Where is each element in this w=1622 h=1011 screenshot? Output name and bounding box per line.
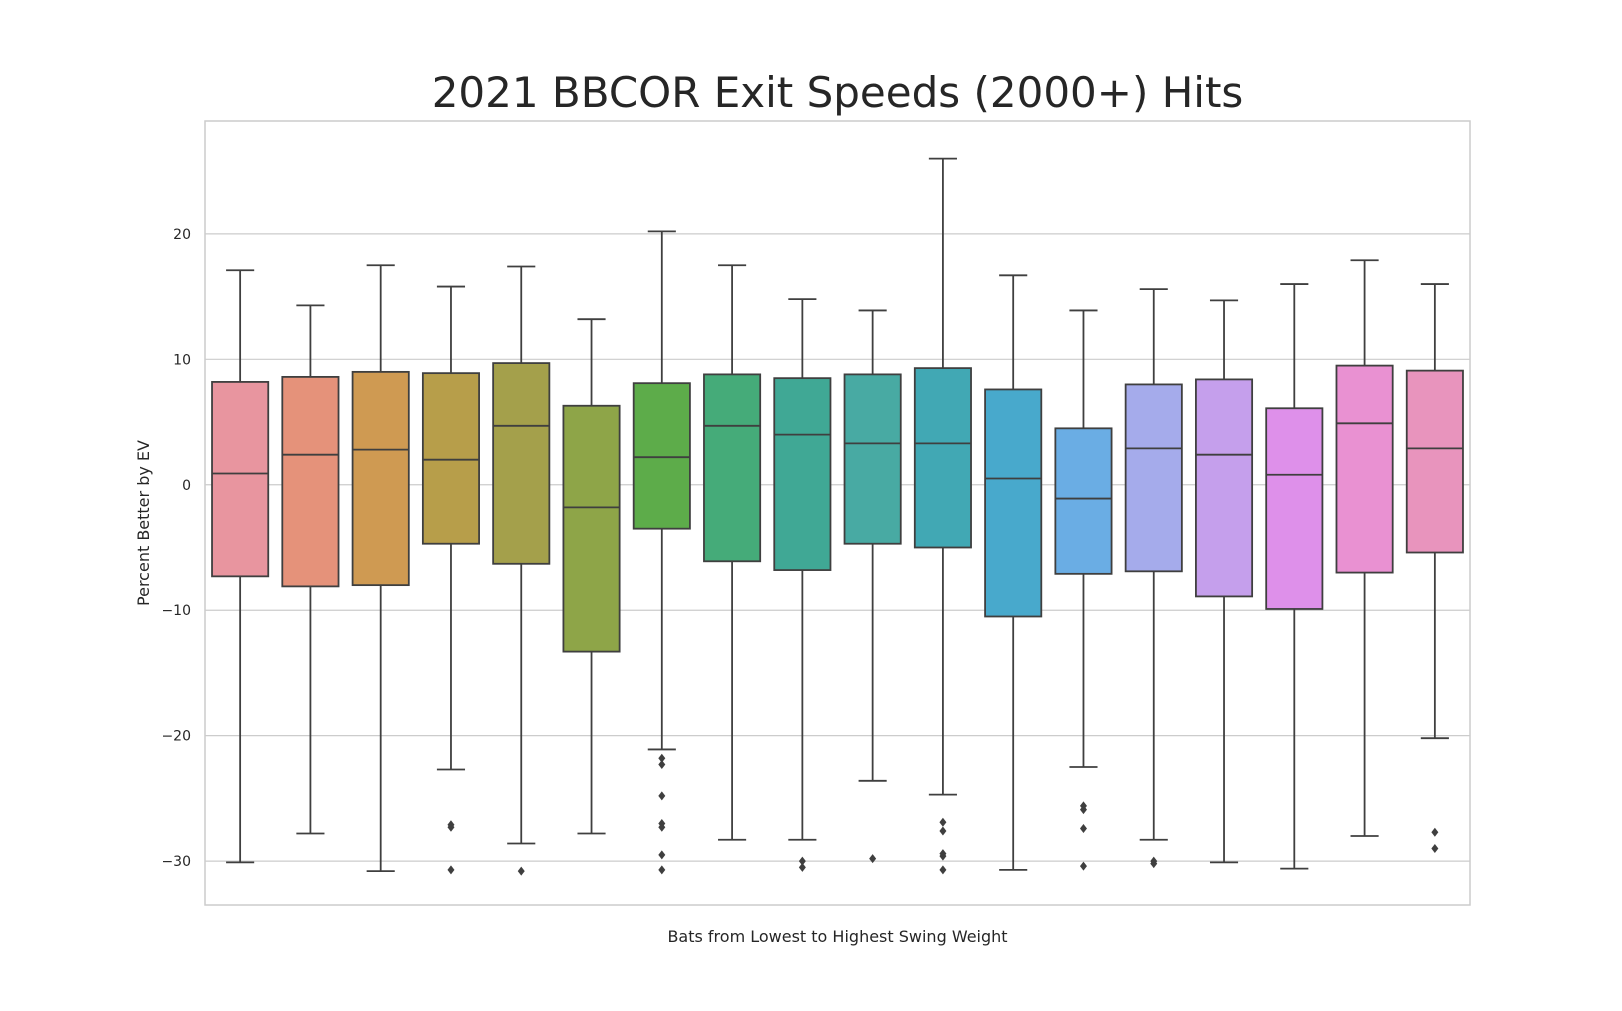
box-group xyxy=(211,269,270,864)
y-tick-label: 10 xyxy=(173,352,191,368)
box-iqr xyxy=(281,375,340,588)
y-tick-label: −10 xyxy=(161,603,191,619)
box-iqr xyxy=(1265,407,1324,610)
box-group xyxy=(351,264,410,873)
boxes xyxy=(211,157,1464,876)
y-tick-label: 20 xyxy=(173,227,191,243)
outlier-point xyxy=(447,822,455,832)
outlier-point xyxy=(1079,823,1087,833)
y-tick-label: −20 xyxy=(161,729,191,745)
outlier-point xyxy=(798,862,806,872)
box-group xyxy=(703,264,762,841)
box-group xyxy=(1265,283,1324,870)
box-iqr xyxy=(492,362,551,565)
box-group xyxy=(421,285,480,875)
box-iqr xyxy=(843,373,902,545)
box-iqr xyxy=(1405,369,1464,554)
box-iqr xyxy=(1124,383,1183,573)
outlier-point xyxy=(658,865,666,875)
y-axis-label: Percent Better by EV xyxy=(134,440,153,606)
outlier-point xyxy=(869,854,877,864)
box-iqr xyxy=(421,372,480,545)
box-group xyxy=(1124,288,1183,869)
y-tick-label: 0 xyxy=(182,478,191,494)
box-group xyxy=(773,298,832,872)
box-group xyxy=(913,157,972,875)
outlier-point xyxy=(1431,827,1439,837)
outlier-point xyxy=(939,865,947,875)
box-group xyxy=(1405,283,1464,854)
outlier-point xyxy=(658,753,666,763)
box-iqr xyxy=(632,382,691,530)
box-iqr xyxy=(703,373,762,563)
grid-lines xyxy=(205,233,1470,862)
outlier-point xyxy=(939,851,947,861)
outlier-point xyxy=(1431,844,1439,854)
box-group xyxy=(843,309,902,864)
outlier-point xyxy=(658,822,666,832)
outlier-point xyxy=(517,866,525,876)
box-group xyxy=(1054,309,1113,871)
box-iqr xyxy=(1054,427,1113,575)
outlier-point xyxy=(1150,859,1158,869)
plot-frame xyxy=(204,120,1471,906)
box-iqr xyxy=(351,370,410,587)
outlier-point xyxy=(939,826,947,836)
x-axis-label: Bats from Lowest to Highest Swing Weight xyxy=(667,927,1007,946)
chart-title: 2021 BBCOR Exit Speeds (2000+) Hits xyxy=(432,68,1244,117)
box-iqr xyxy=(1335,364,1394,574)
y-tick-labels: −30 −20 −10 0 10 20 xyxy=(161,227,191,870)
outlier-point xyxy=(658,850,666,860)
box-group xyxy=(1335,259,1394,837)
box-iqr xyxy=(562,404,621,653)
box-group xyxy=(492,265,551,876)
box-iqr xyxy=(984,388,1043,618)
outlier-point xyxy=(1079,805,1087,815)
box-group xyxy=(1195,299,1254,864)
outlier-point xyxy=(447,865,455,875)
outlier-point xyxy=(1079,861,1087,871)
box-iqr xyxy=(1195,378,1254,598)
box-group xyxy=(984,274,1043,871)
box-group xyxy=(562,318,621,835)
box-group xyxy=(281,304,340,835)
outlier-point xyxy=(939,817,947,827)
outlier-point xyxy=(658,791,666,801)
outlier-point xyxy=(658,760,666,770)
outlier-point xyxy=(798,856,806,866)
box-group xyxy=(632,230,691,875)
plot-area xyxy=(205,121,1470,905)
y-tick-label: −30 xyxy=(161,854,191,870)
box-iqr xyxy=(773,377,832,571)
box-iqr xyxy=(913,367,972,549)
box-iqr xyxy=(211,381,270,578)
